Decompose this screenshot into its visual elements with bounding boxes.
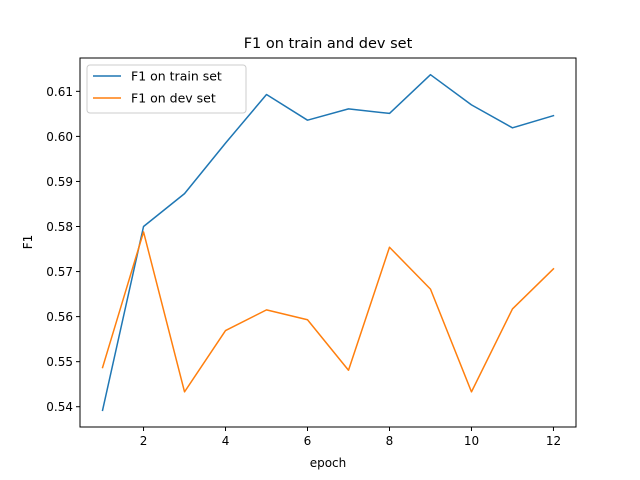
x-tick-label: 2: [140, 434, 148, 448]
y-tick-label: 0.55: [46, 355, 73, 369]
x-tick-label: 10: [464, 434, 479, 448]
y-tick-label: 0.58: [46, 220, 73, 234]
axes-frame: [79, 57, 577, 428]
y-tick-label: 0.56: [46, 310, 73, 324]
series-layer: [101, 73, 555, 412]
legend-entry-label: F1 on train set: [131, 69, 222, 84]
y-tick-label: 0.61: [46, 85, 73, 99]
legend: F1 on train set F1 on dev set: [86, 64, 247, 114]
series-line-train: [101, 73, 555, 412]
series-line-dev: [101, 231, 555, 393]
y-tick-label: 0.60: [46, 130, 73, 144]
x-tick-label: 12: [546, 434, 561, 448]
plot-area: [79, 57, 577, 428]
y-axis: 0.54 0.55 0.56 0.57 0.58 0.59 0.60 0.61: [46, 85, 80, 414]
x-tick-label: 6: [304, 434, 312, 448]
y-tick-label: 0.54: [46, 400, 73, 414]
x-tick-label: 4: [222, 434, 230, 448]
legend-entry-label: F1 on dev set: [131, 91, 216, 106]
y-tick-label: 0.59: [46, 175, 73, 189]
x-axis: 2 4 6 8 10 12: [140, 427, 561, 448]
legend-box: [86, 64, 247, 114]
y-axis-label: F1: [21, 235, 35, 250]
x-axis-label: epoch: [310, 456, 347, 470]
x-tick-label: 8: [386, 434, 394, 448]
chart-title: F1 on train and dev set: [244, 36, 413, 52]
y-tick-label: 0.57: [46, 265, 73, 279]
